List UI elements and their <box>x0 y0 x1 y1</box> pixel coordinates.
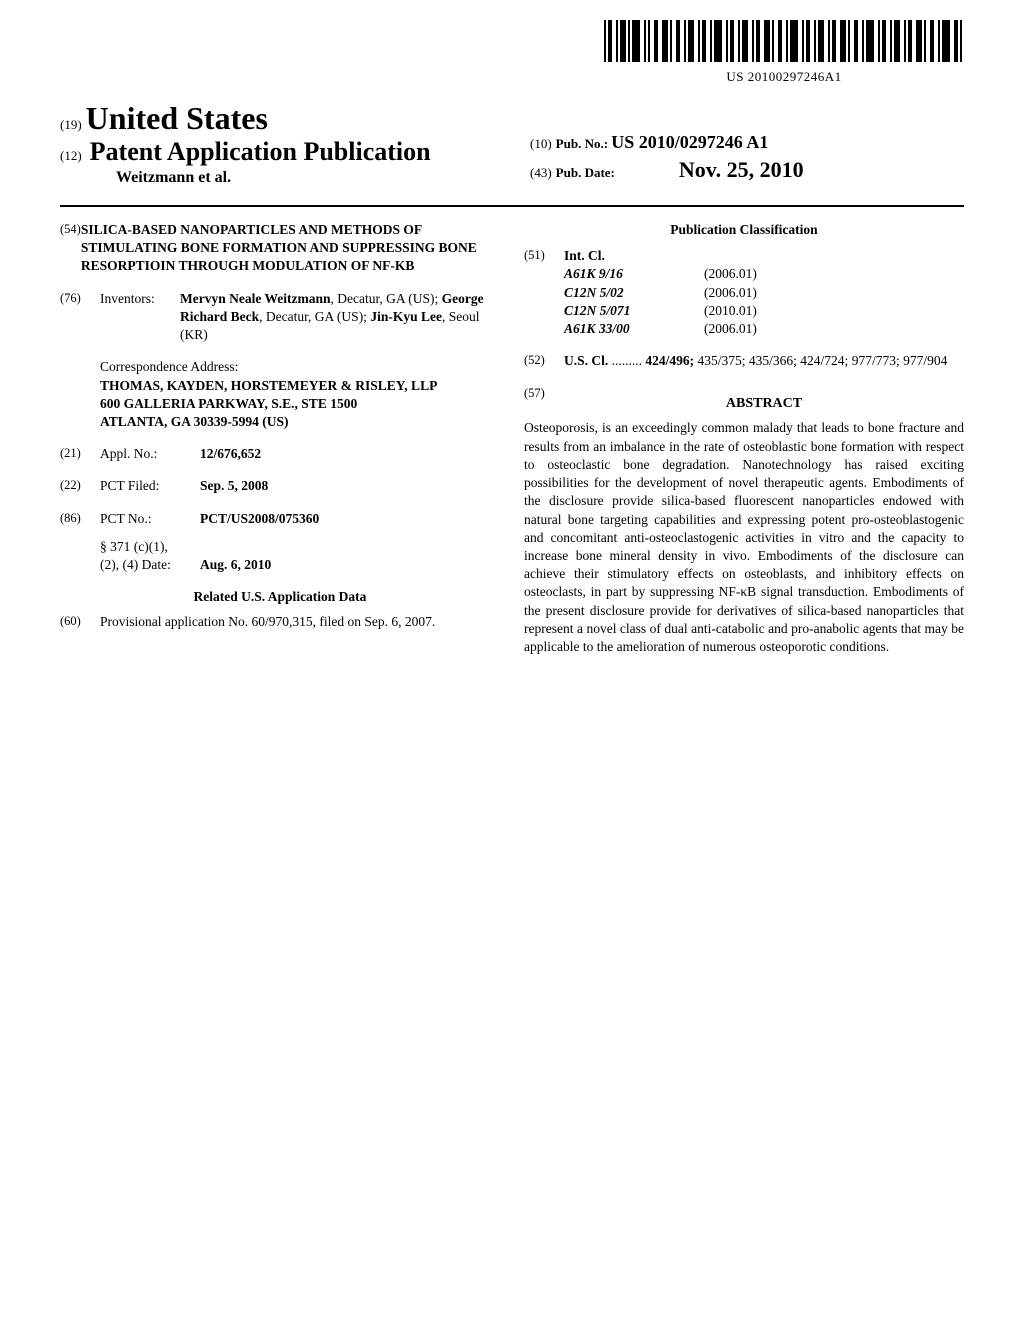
intcl-code: A61K 9/16 <box>564 265 704 283</box>
intcl-label: Int. Cl. <box>564 247 964 265</box>
pub-number: US 2010/0297246 A1 <box>611 132 768 152</box>
corr-addr1: 600 GALLERIA PARKWAY, S.E., STE 1500 <box>100 395 500 413</box>
field-54-num: (54) <box>60 221 81 276</box>
intcl-year: (2010.01) <box>704 302 757 320</box>
intcl-block: (51) Int. Cl. A61K 9/16(2006.01)C12N 5/0… <box>524 247 964 338</box>
pctfiled-block: (22) PCT Filed: Sep. 5, 2008 <box>60 477 500 495</box>
related-title: Related U.S. Application Data <box>60 588 500 606</box>
applno-block: (21) Appl. No.: 12/676,652 <box>60 445 500 463</box>
invention-title: SILICA-BASED NANOPARTICLES AND METHODS O… <box>81 221 500 276</box>
abstract-text: Osteoporosis, is an exceedingly common m… <box>524 419 964 656</box>
pctno-label: PCT No.: <box>100 510 200 528</box>
barcode-number: US 20100297246A1 <box>604 69 964 85</box>
intcl-year: (2006.01) <box>704 265 757 283</box>
s371-date: Aug. 6, 2010 <box>200 556 271 574</box>
intcl-row: C12N 5/071(2010.01) <box>564 302 964 320</box>
field-22-num: (22) <box>60 477 100 495</box>
doc-type-title: Patent Application Publication <box>90 137 431 166</box>
patent-page: US 20100297246A1 (19) United States (12)… <box>0 0 1024 1320</box>
field-76-num: (76) <box>60 290 100 345</box>
abstract-label: ABSTRACT <box>564 395 964 414</box>
pubdate-label: Pub. Date: <box>556 165 615 180</box>
intcl-row: A61K 33/00(2006.01) <box>564 320 964 338</box>
uscl-block: (52) U.S. Cl. ......... 424/496; 435/375… <box>524 352 964 370</box>
field-21-num: (21) <box>60 445 100 463</box>
correspondence-block: Correspondence Address: THOMAS, KAYDEN, … <box>100 358 500 431</box>
uscl-label: U.S. Cl. <box>564 353 608 368</box>
field-57-num: (57) <box>524 385 564 420</box>
barcode-block: US 20100297246A1 <box>604 20 964 85</box>
field-86-num: (86) <box>60 510 100 528</box>
header-block: (19) United States (12) Patent Applicati… <box>60 100 964 187</box>
left-column: (54) SILICA-BASED NANOPARTICLES AND METH… <box>60 221 500 656</box>
applno-label: Appl. No.: <box>100 445 200 463</box>
barcode-icon <box>604 20 964 62</box>
intcl-code: C12N 5/071 <box>564 302 704 320</box>
provisional-text: Provisional application No. 60/970,315, … <box>100 613 435 631</box>
intcl-row: A61K 9/16(2006.01) <box>564 265 964 283</box>
title-block: (54) SILICA-BASED NANOPARTICLES AND METH… <box>60 221 500 276</box>
inventors-list: Mervyn Neale Weitzmann, Decatur, GA (US)… <box>180 291 484 342</box>
intcl-year: (2006.01) <box>704 320 757 338</box>
intcl-list: A61K 9/16(2006.01)C12N 5/02(2006.01)C12N… <box>564 265 964 338</box>
pctfiled-label: PCT Filed: <box>100 477 200 495</box>
inventors-block: (76) Inventors: Mervyn Neale Weitzmann, … <box>60 290 500 345</box>
uscl-values: 424/496; 435/375; 435/366; 424/724; 977/… <box>645 353 947 368</box>
pubclass-title: Publication Classification <box>524 221 964 239</box>
intcl-code: A61K 33/00 <box>564 320 704 338</box>
field-10-num: (10) <box>530 136 552 151</box>
s371-label: § 371 (c)(1), <box>100 538 500 556</box>
right-header: (10) Pub. No.: US 2010/0297246 A1 (43) P… <box>530 132 804 183</box>
uscl-dots: ......... <box>612 353 642 368</box>
corr-addr2: ATLANTA, GA 30339-5994 (US) <box>100 413 500 431</box>
country-title: United States <box>86 100 268 136</box>
divider <box>60 205 964 207</box>
field-52-num: (52) <box>524 352 564 370</box>
intcl-year: (2006.01) <box>704 284 757 302</box>
field-43-num: (43) <box>530 165 552 180</box>
right-column: Publication Classification (51) Int. Cl.… <box>524 221 964 656</box>
intcl-code: C12N 5/02 <box>564 284 704 302</box>
field-51-num: (51) <box>524 247 564 338</box>
field-12-num: (12) <box>60 148 82 163</box>
pctno-block: (86) PCT No.: PCT/US2008/075360 § 371 (c… <box>60 510 500 575</box>
columns: (54) SILICA-BASED NANOPARTICLES AND METH… <box>60 221 964 656</box>
pct-number: PCT/US2008/075360 <box>200 510 319 528</box>
corr-label: Correspondence Address: <box>100 358 500 376</box>
pub-date: Nov. 25, 2010 <box>679 157 804 182</box>
provisional-block: (60) Provisional application No. 60/970,… <box>60 613 500 631</box>
appl-number: 12/676,652 <box>200 445 261 463</box>
field-19-num: (19) <box>60 117 82 132</box>
inventors-label: Inventors: <box>100 290 180 345</box>
pubno-label: Pub. No.: <box>556 136 612 151</box>
s371-date-label: (2), (4) Date: <box>100 556 200 574</box>
pct-filed-date: Sep. 5, 2008 <box>200 477 268 495</box>
intcl-row: C12N 5/02(2006.01) <box>564 284 964 302</box>
field-60-num: (60) <box>60 613 100 631</box>
corr-name: THOMAS, KAYDEN, HORSTEMEYER & RISLEY, LL… <box>100 377 500 395</box>
